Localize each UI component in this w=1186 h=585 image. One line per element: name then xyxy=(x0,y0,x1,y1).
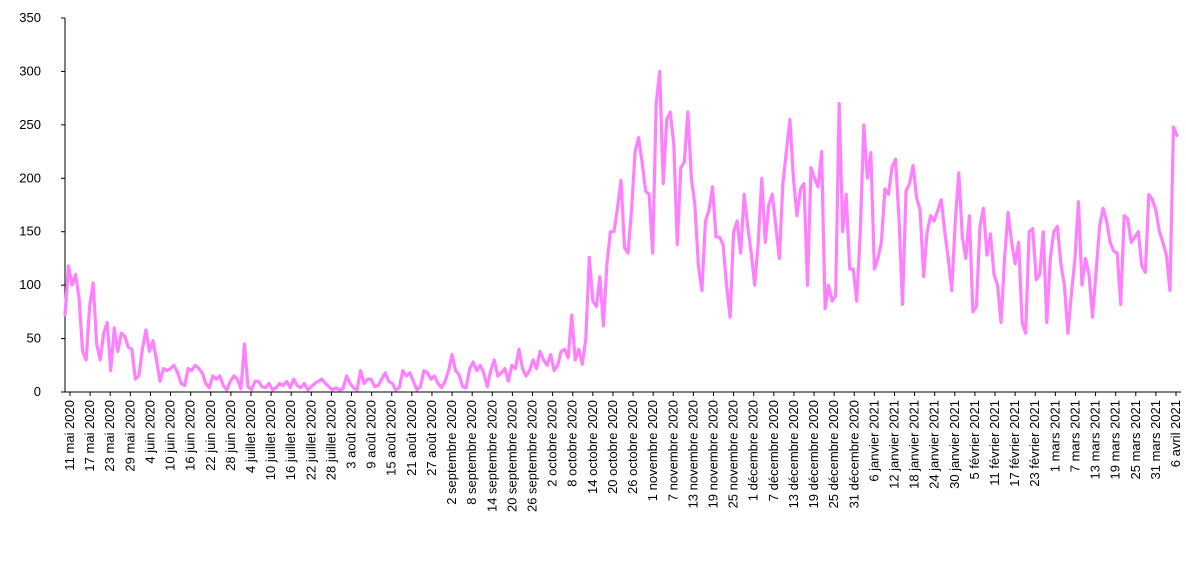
x-tick-label: 3 août 2020 xyxy=(344,400,359,469)
x-tick-label: 28 juillet 2020 xyxy=(323,400,338,480)
x-tick-label: 1 novembre 2020 xyxy=(645,400,660,501)
x-tick-label: 9 août 2020 xyxy=(364,400,379,469)
x-tick-label: 14 septembre 2020 xyxy=(484,400,499,512)
y-tick-label: 200 xyxy=(19,170,41,185)
x-tick-label: 12 janvier 2021 xyxy=(886,400,901,489)
x-tick-label: 7 mars 2021 xyxy=(1067,400,1082,472)
x-tick-label: 11 mai 2020 xyxy=(62,400,77,471)
x-tick-label: 14 octobre 2020 xyxy=(585,400,600,494)
x-tick-label: 15 août 2020 xyxy=(384,400,399,476)
x-tick-label: 13 décembre 2020 xyxy=(786,400,801,508)
x-tick-label: 16 juillet 2020 xyxy=(283,400,298,480)
x-tick-label: 17 mai 2020 xyxy=(82,400,97,472)
x-tick-label: 26 octobre 2020 xyxy=(625,400,640,494)
y-tick-label: 250 xyxy=(19,117,41,132)
x-tick-label: 22 juin 2020 xyxy=(203,400,218,471)
x-tick-label: 23 février 2021 xyxy=(1027,400,1042,487)
x-tick-label: 25 décembre 2020 xyxy=(826,400,841,508)
x-tick-label: 13 novembre 2020 xyxy=(685,400,700,508)
y-tick-label: 150 xyxy=(19,224,41,239)
x-tick-label: 10 juin 2020 xyxy=(163,400,178,471)
series-line xyxy=(63,69,1179,392)
x-tick-label: 18 janvier 2021 xyxy=(907,400,922,489)
x-tick-label: 30 janvier 2021 xyxy=(947,400,962,489)
series-layer xyxy=(63,69,1179,392)
x-tick-label: 20 octobre 2020 xyxy=(605,400,620,494)
y-tick-label: 50 xyxy=(27,331,41,346)
y-tick-label: 300 xyxy=(19,63,41,78)
x-tick-label: 25 novembre 2020 xyxy=(726,400,741,508)
x-tick-label: 4 juin 2020 xyxy=(142,400,157,464)
x-tick-label: 1 décembre 2020 xyxy=(746,400,761,501)
x-tick-label: 27 août 2020 xyxy=(424,400,439,476)
x-tick-label: 23 mai 2020 xyxy=(102,400,117,472)
x-tick-label: 26 septembre 2020 xyxy=(525,400,540,512)
x-tick-label: 31 mars 2021 xyxy=(1148,400,1163,480)
x-tick-label: 25 mars 2021 xyxy=(1128,400,1143,480)
x-tick-label: 6 janvier 2021 xyxy=(866,400,881,482)
x-tick-label: 8 octobre 2020 xyxy=(565,400,580,487)
x-tick-label: 17 février 2021 xyxy=(1007,400,1022,487)
y-tick-label: 350 xyxy=(19,10,41,25)
y-tick-label: 0 xyxy=(34,384,41,399)
x-axis: 11 mai 2020 17 mai 2020 23 mai 2020 29 mai … xyxy=(62,391,1183,512)
x-tick-label: 19 décembre 2020 xyxy=(806,400,821,508)
x-tick-label: 24 janvier 2021 xyxy=(927,400,942,489)
x-tick-label: 2 septembre 2020 xyxy=(444,400,459,505)
x-tick-label: 7 décembre 2020 xyxy=(766,400,781,501)
y-axis: 0 50 100 150 200 250 300 350 xyxy=(19,10,66,399)
x-tick-label: 8 septembre 2020 xyxy=(464,400,479,505)
x-tick-label: 5 février 2021 xyxy=(967,400,982,480)
x-tick-label: 19 mars 2021 xyxy=(1108,400,1123,480)
y-tick-label: 100 xyxy=(19,277,41,292)
x-tick-label: 6 avril 2021 xyxy=(1168,400,1183,467)
x-tick-label: 4 juillet 2020 xyxy=(243,400,258,473)
x-tick-label: 29 mai 2020 xyxy=(122,400,137,472)
x-tick-label: 2 octobre 2020 xyxy=(545,400,560,487)
x-tick-label: 31 décembre 2020 xyxy=(846,400,861,508)
x-tick-label: 28 juin 2020 xyxy=(223,400,238,471)
x-tick-label: 11 février 2021 xyxy=(987,400,1002,486)
x-tick-label: 22 juillet 2020 xyxy=(303,400,318,480)
x-tick-label: 10 juillet 2020 xyxy=(263,400,278,480)
x-tick-label: 1 mars 2021 xyxy=(1047,400,1062,472)
x-tick-label: 20 septembre 2020 xyxy=(504,400,519,512)
x-tick-label: 7 novembre 2020 xyxy=(665,400,680,501)
x-tick-label: 21 août 2020 xyxy=(404,400,419,476)
x-tick-label: 16 juin 2020 xyxy=(183,400,198,471)
x-tick-label: 13 mars 2021 xyxy=(1088,400,1103,480)
x-tick-label: 19 novembre 2020 xyxy=(705,400,720,508)
